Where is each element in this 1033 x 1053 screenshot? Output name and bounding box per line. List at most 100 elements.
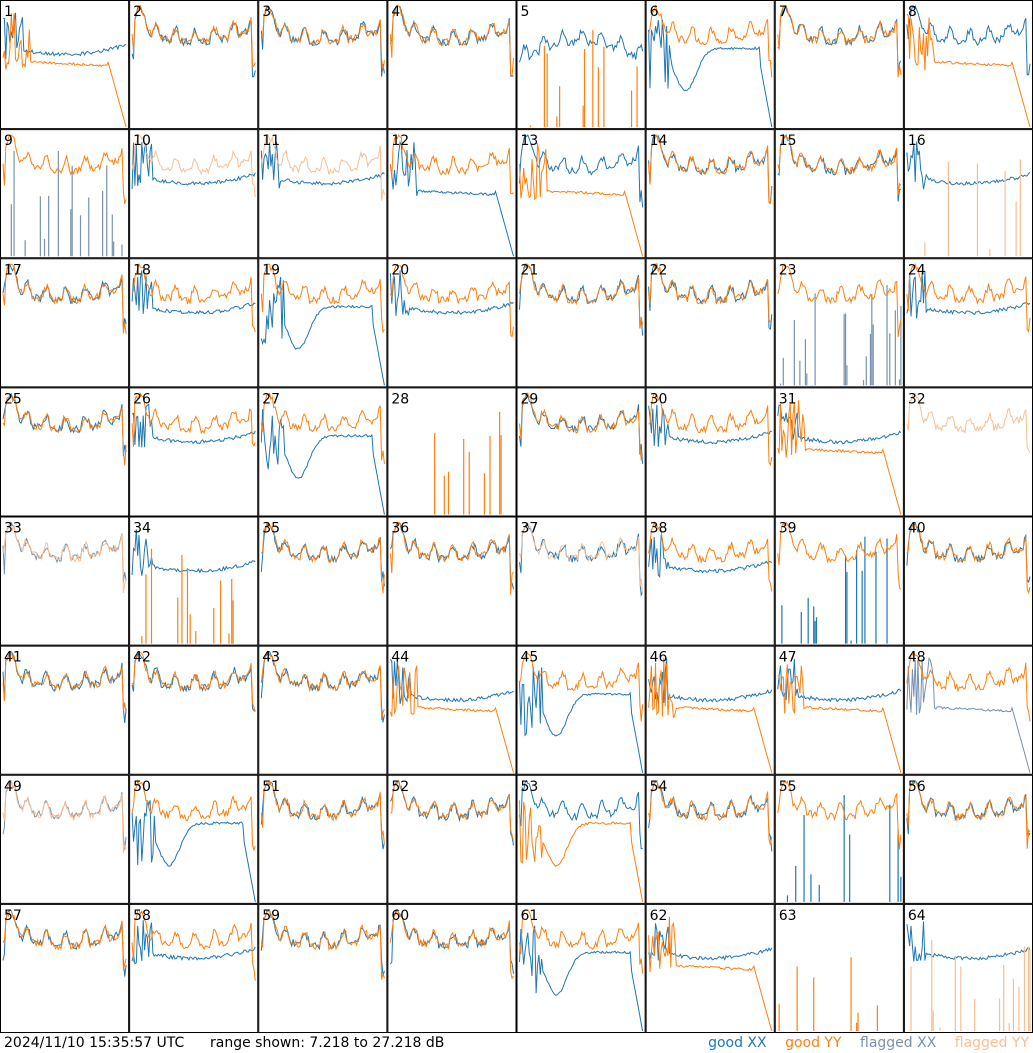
panel-frame — [0, 129, 130, 259]
series-XX — [131, 529, 256, 576]
panel-frame — [0, 258, 130, 388]
series-YY — [906, 650, 1031, 722]
panel-frame — [387, 258, 517, 388]
panel-label: 20 — [391, 262, 409, 278]
series-YY — [519, 650, 644, 722]
panel-23: 23 — [774, 258, 904, 388]
series-XX — [519, 666, 644, 773]
series-YY — [131, 778, 256, 852]
series-YY — [648, 657, 773, 773]
series-YY — [648, 392, 773, 467]
panel-label: 53 — [521, 779, 539, 795]
panel-62: 62 — [645, 903, 775, 1033]
series-YY — [519, 800, 644, 902]
panel-label: 40 — [908, 521, 926, 537]
panel-frame — [0, 0, 130, 130]
series-YY — [519, 521, 644, 595]
panel-frame — [645, 387, 775, 517]
panel-5: 5 — [516, 0, 646, 130]
panel-34: 34 — [129, 516, 259, 646]
series-YY — [777, 263, 902, 337]
panel-frame — [903, 903, 1033, 1033]
panel-label: 47 — [779, 650, 797, 666]
series-YY — [777, 5, 902, 78]
panel-frame — [129, 387, 259, 517]
panel-52: 52 — [387, 774, 517, 904]
panel-label: 2 — [133, 4, 142, 20]
series-XX — [260, 651, 385, 723]
panel-label: 57 — [4, 908, 22, 924]
series-YY — [389, 522, 514, 595]
series-XX — [906, 5, 1031, 76]
panel-label: 34 — [133, 521, 151, 537]
panel-label: 63 — [779, 908, 797, 924]
series-XX — [777, 658, 902, 703]
panel-label: 15 — [779, 133, 797, 149]
panel-label: 54 — [650, 779, 668, 795]
series-XX — [131, 142, 256, 190]
panel-label: 32 — [908, 391, 926, 407]
panel-63: 63 — [774, 903, 904, 1033]
series-XX — [260, 6, 385, 77]
panel-label: 60 — [391, 908, 409, 924]
series-XX — [131, 800, 256, 902]
panel-40: 40 — [903, 516, 1033, 646]
panel-3: 3 — [258, 0, 388, 130]
panel-label: 1 — [4, 4, 13, 20]
panel-13: 13 — [516, 129, 646, 259]
panel-39: 39 — [774, 516, 904, 646]
series-XX — [906, 656, 1031, 773]
panel-12: 12 — [387, 129, 517, 259]
series-YY — [260, 521, 385, 594]
series-XX — [389, 658, 514, 704]
panel-48: 48 — [903, 645, 1033, 775]
panel-28: 28 — [387, 387, 517, 517]
series-YY — [519, 909, 644, 974]
panel-label: 30 — [650, 391, 668, 407]
panel-label: 42 — [133, 650, 151, 666]
panel-frame — [129, 258, 259, 388]
panel-label: 37 — [521, 521, 539, 537]
panel-label: 38 — [650, 521, 668, 537]
panel-frame — [0, 903, 130, 1033]
panel-frame — [258, 903, 388, 1033]
series-YY — [2, 650, 127, 714]
series-YY — [2, 909, 127, 971]
series-YY — [777, 134, 902, 196]
panel-label: 27 — [262, 391, 280, 407]
panel-16: 16 — [903, 129, 1033, 259]
panel-25: 25 — [0, 387, 130, 517]
panel-11: 11 — [258, 129, 388, 259]
panel-label: 41 — [4, 650, 22, 666]
panel-frame — [387, 774, 517, 904]
panel-label: 61 — [521, 908, 539, 924]
series-YY — [519, 143, 644, 257]
panel-label: 21 — [521, 262, 539, 278]
panel-46: 46 — [645, 645, 775, 775]
panel-9: 9 — [0, 129, 130, 259]
panel-44: 44 — [387, 645, 517, 775]
panel-frame — [903, 774, 1033, 904]
panel-label: 52 — [391, 779, 409, 795]
panel-label: 44 — [391, 650, 409, 666]
panel-frame — [903, 258, 1033, 388]
panel-label: 55 — [779, 779, 797, 795]
series-YY — [519, 392, 643, 461]
panel-frame — [0, 645, 130, 775]
panel-38: 38 — [645, 516, 775, 646]
panel-label: 43 — [262, 650, 280, 666]
panel-label: 56 — [908, 779, 926, 795]
series-YY — [906, 780, 1031, 849]
panel-22: 22 — [645, 258, 775, 388]
panel-frame — [645, 258, 775, 388]
panel-19: 19 — [258, 258, 388, 388]
panel-label: 11 — [262, 133, 280, 149]
panel-frame — [903, 387, 1033, 517]
series-YY — [260, 134, 385, 201]
series-YY — [260, 5, 385, 71]
panel-label: 33 — [4, 521, 22, 537]
panel-61: 61 — [516, 903, 646, 1033]
panel-label: 17 — [4, 262, 22, 278]
series-XX — [131, 270, 256, 315]
panel-31: 31 — [774, 387, 904, 517]
